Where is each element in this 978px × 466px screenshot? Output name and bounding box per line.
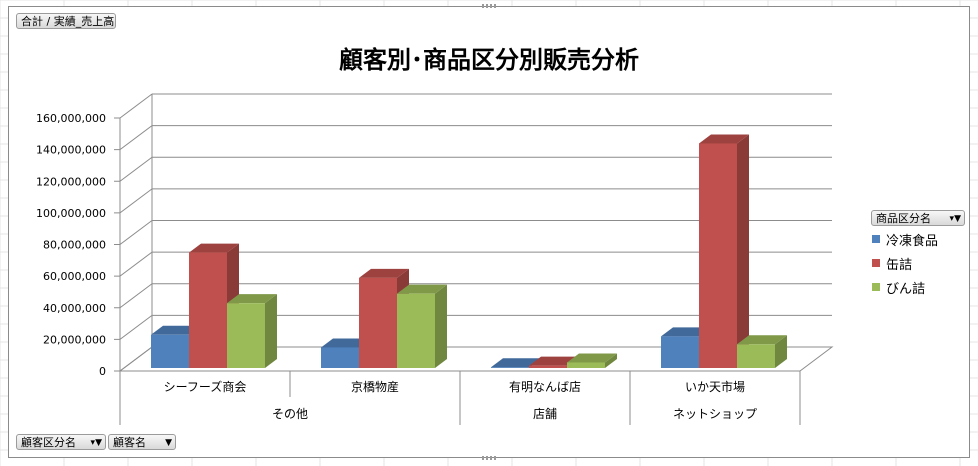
resize-handle-bottom[interactable] <box>482 456 496 460</box>
bar <box>227 294 277 368</box>
bar-front <box>151 334 189 368</box>
bar-top <box>321 338 371 348</box>
group-label: 店舗 <box>533 407 557 421</box>
bar-top <box>359 268 409 278</box>
gridline-side <box>119 283 153 309</box>
bar-side <box>775 335 787 368</box>
legend-swatch <box>872 283 880 291</box>
bar-side <box>737 134 749 368</box>
y-tick-label: 80,000,000 <box>43 239 106 252</box>
bar-side <box>435 284 447 368</box>
bar-top <box>661 327 711 337</box>
gridline-side <box>119 93 153 119</box>
legend-label: びん詰 <box>886 282 926 297</box>
filter-dropdown-icon[interactable]: ▾▼ <box>90 438 102 448</box>
y-tick-label: 160,000,000 <box>36 112 106 125</box>
gridline-side <box>119 125 153 151</box>
legend-field-label: 商品区分名 <box>876 212 931 225</box>
legend-swatch <box>872 259 880 267</box>
value-field-label: 合計 / 実績_売上高 <box>21 15 115 28</box>
y-tick-label: 100,000,000 <box>36 207 106 220</box>
bar-side <box>605 353 617 368</box>
legend-label: 冷凍食品 <box>886 234 939 249</box>
y-tick-label: 60,000,000 <box>43 270 106 283</box>
bar-top <box>737 335 787 345</box>
bar <box>567 353 617 368</box>
bar-top <box>529 356 579 366</box>
gridline-side <box>119 314 153 340</box>
bar-front <box>567 362 605 368</box>
category-label: 有明なんば店 <box>509 380 581 394</box>
bar-front <box>491 367 529 368</box>
y-tick-label: 0 <box>99 365 106 378</box>
y-tick-label: 20,000,000 <box>43 333 106 346</box>
gridline-side <box>119 220 153 245</box>
bar-top <box>397 284 447 294</box>
bar-front <box>321 347 359 368</box>
bar-front <box>529 365 567 368</box>
y-tick-label: 140,000,000 <box>36 144 106 157</box>
category-label: シーフーズ商会 <box>164 379 247 394</box>
bar-front <box>227 303 265 368</box>
bar-top <box>227 294 277 304</box>
bar <box>397 284 447 368</box>
bar-front <box>397 293 435 368</box>
gridline-side <box>119 188 153 214</box>
legend-label: 缶詰 <box>886 258 913 273</box>
bar-front <box>661 336 699 368</box>
group-label: ネットショップ <box>673 407 757 421</box>
y-tick-label: 120,000,000 <box>36 175 106 188</box>
bar-top <box>189 243 239 253</box>
resize-handle-top[interactable] <box>482 4 496 8</box>
filter-dropdown-icon[interactable]: ▾▼ <box>949 214 961 224</box>
chart-area[interactable] <box>8 6 970 458</box>
y-tick-label: 40,000,000 <box>43 302 106 315</box>
bar-front <box>699 143 737 368</box>
chart-title: 顧客別･商品区分別販売分析 <box>339 46 639 74</box>
row-field-button-2[interactable]: 顧客名 ▼ <box>108 434 176 450</box>
legend-swatch <box>872 235 880 243</box>
bar <box>151 325 201 368</box>
bar-front <box>359 277 397 368</box>
bar-top <box>567 353 617 363</box>
bar-top <box>491 358 541 368</box>
row-field-label: 顧客名 <box>113 436 146 449</box>
bar <box>737 335 787 368</box>
legend-field-button[interactable]: 商品区分名 ▾▼ <box>871 210 965 226</box>
bar-top <box>151 325 201 335</box>
category-label: いか天市場 <box>685 379 745 394</box>
row-field-button-1[interactable]: 顧客区分名 ▾▼ <box>16 434 106 450</box>
bar-front <box>737 344 775 368</box>
row-field-label: 顧客区分名 <box>21 436 76 449</box>
category-label: 京橋物産 <box>351 379 399 394</box>
bar-front <box>189 252 227 368</box>
filter-dropdown-icon[interactable]: ▼ <box>165 438 172 448</box>
bar-top <box>699 134 749 144</box>
gridline-side <box>119 251 153 277</box>
group-label: その他 <box>272 407 308 421</box>
bar-side <box>265 294 277 368</box>
value-field-button[interactable]: 合計 / 実績_売上高 <box>16 13 116 29</box>
bar <box>699 134 749 368</box>
gridline-side <box>119 156 153 182</box>
